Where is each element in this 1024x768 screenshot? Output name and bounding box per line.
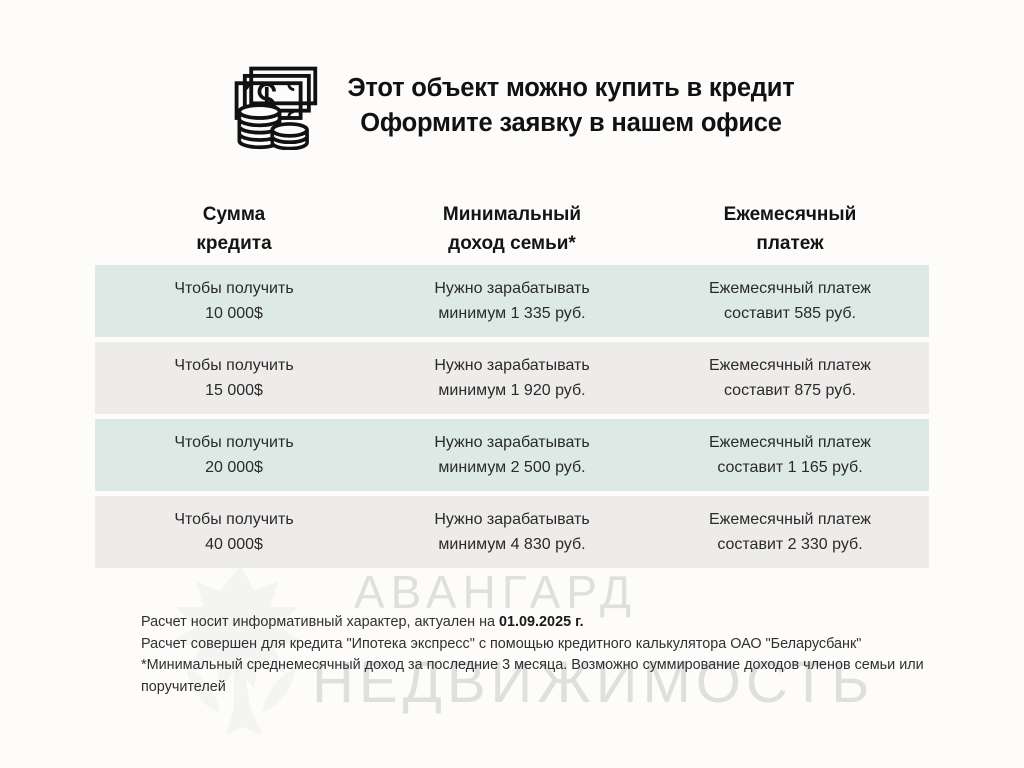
table-header-row: Сумма кредита Минимальный доход семьи* Е… [95, 198, 929, 260]
cell-loan-amount: Чтобы получить 10 000$ [174, 280, 294, 322]
table-row: Чтобы получить 40 000$ Нужно зарабатыват… [95, 496, 929, 568]
cell-monthly-payment: Ежемесячный платеж составит 875 руб. [708, 357, 871, 399]
title-line-1: Этот объект можно купить в кредит [347, 74, 795, 102]
cell-min-income: Нужно зарабатывать минимум 2 500 руб. [434, 434, 590, 476]
footnote-line-1-text: Расчет носит информативный характер, акт… [141, 614, 500, 630]
cell-loan-amount: Чтобы получить 15 000$ [174, 357, 294, 399]
cell-monthly-payment: Ежемесячный платеж составит 2 330 руб. [708, 511, 871, 553]
cell-loan-amount: Чтобы получить 40 000$ [174, 511, 294, 553]
footnote: Расчет носит информативный характер, акт… [141, 612, 941, 698]
table-row: Чтобы получить 15 000$ Нужно зарабатыват… [95, 342, 929, 414]
table-row: Чтобы получить 20 000$ Нужно зарабатыват… [95, 419, 929, 491]
title-line-2: Оформите заявку в нашем офисе [360, 109, 782, 137]
column-header-monthly-payment: Ежемесячный платеж [723, 204, 857, 254]
footnote-date: 01.09.2025 г. [499, 614, 584, 630]
footnote-line-1: Расчет носит информативный характер, акт… [141, 612, 941, 634]
header: Этот объект можно купить в кредит Оформи… [0, 62, 1024, 150]
cell-loan-amount: Чтобы получить 20 000$ [174, 434, 294, 476]
cell-min-income: Нужно зарабатывать минимум 4 830 руб. [434, 511, 590, 553]
footnote-line-3: *Минимальный среднемесячный доход за пос… [141, 657, 924, 695]
column-header-loan-amount: Сумма кредита [196, 204, 272, 254]
cell-min-income: Нужно зарабатывать минимум 1 335 руб. [434, 280, 590, 322]
page-title: Этот объект можно купить в кредит Оформи… [347, 71, 794, 141]
column-header-min-income: Минимальный доход семьи* [442, 204, 582, 254]
table-row: Чтобы получить 10 000$ Нужно зарабатыват… [95, 265, 929, 337]
footnote-line-2: Расчет совершен для кредита "Ипотека экс… [141, 635, 862, 652]
cell-monthly-payment: Ежемесячный платеж составит 585 руб. [708, 280, 871, 322]
cell-min-income: Нужно зарабатывать минимум 1 920 руб. [434, 357, 590, 399]
cell-monthly-payment: Ежемесячный платеж составит 1 165 руб. [708, 434, 871, 476]
money-banknotes-coins-icon [235, 66, 318, 150]
credit-table: Сумма кредита Минимальный доход семьи* Е… [95, 198, 929, 573]
